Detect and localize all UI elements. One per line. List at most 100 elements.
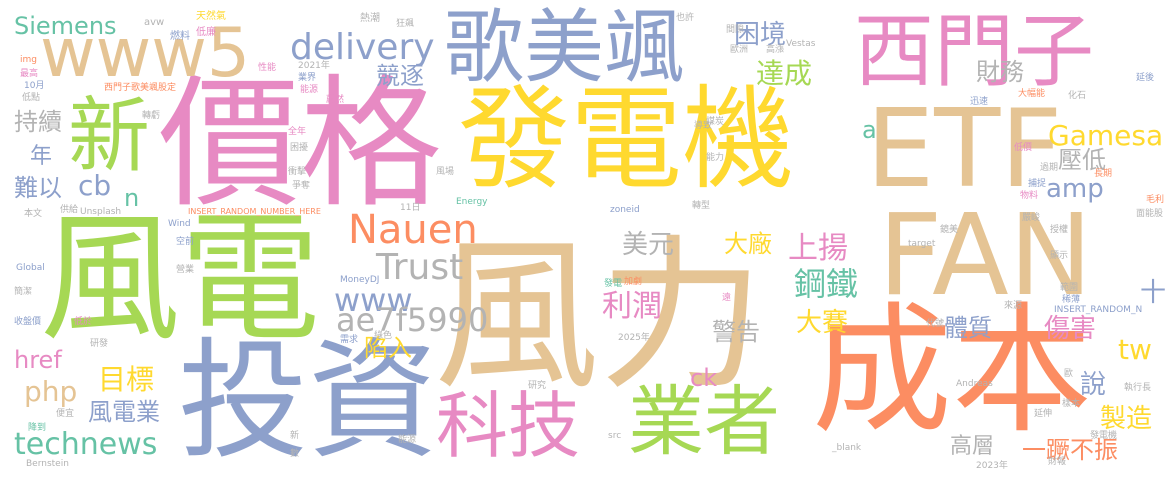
word-nian: 年 xyxy=(30,144,53,169)
word-small: 轉型 xyxy=(692,201,711,211)
word-small: INSERT_RANDOM_N xyxy=(1054,305,1143,315)
word-small: 顯示 xyxy=(1050,251,1069,261)
word-shanghai: 傷害 xyxy=(1044,314,1097,344)
word-small: 爭奪 xyxy=(292,181,311,191)
word-small: 長期 xyxy=(1094,169,1113,179)
word-small: 也許 xyxy=(676,13,695,23)
word-small: Bernstein xyxy=(26,459,69,469)
word-jiage: 價格 xyxy=(158,62,442,227)
word-technews: technews xyxy=(14,427,158,462)
word-dasai: 大賽 xyxy=(796,308,849,338)
word-small: 範圍 xyxy=(1060,283,1079,293)
word-zhizao: 製造 xyxy=(1100,404,1153,434)
word-meiyuan: 美元 xyxy=(622,230,675,260)
word-cb: cb xyxy=(78,169,112,202)
word-small: Vestas xyxy=(786,39,816,49)
word-ae7f5990: ae7f5990 xyxy=(336,301,489,339)
word-small: 間隙 xyxy=(726,25,745,35)
word-small: 能源 xyxy=(398,435,417,445)
word-small: 授權 xyxy=(1050,225,1069,235)
word-small: 便宜 xyxy=(56,409,75,419)
word-small: 導致 xyxy=(694,121,713,131)
word-php: php xyxy=(24,375,78,408)
word-fengli: 風力 xyxy=(434,220,764,412)
word-small: 新 xyxy=(290,431,300,441)
word-small: INSERT_RANDOM_NUMBER_HERE xyxy=(188,207,321,216)
word-small: 稀薄 xyxy=(1062,295,1081,305)
word-small: 歐 xyxy=(1064,369,1074,379)
word-small: 熱潮 xyxy=(360,13,380,24)
word-small: avw xyxy=(144,17,165,28)
word-small: 發電機 xyxy=(1090,431,1118,441)
word-small: 燃料 xyxy=(170,31,190,42)
word-dacheng: 達成 xyxy=(756,57,813,90)
word-chixu: 持續 xyxy=(14,108,62,136)
word-href: href xyxy=(14,346,62,374)
word-small: 樣本 xyxy=(1062,399,1081,409)
word-a: a xyxy=(862,116,877,144)
word-small: 發電 xyxy=(604,279,623,289)
word-small: 面能股 xyxy=(1136,209,1164,219)
word-small: 化石 xyxy=(1068,91,1087,101)
word-nauen: Nauen xyxy=(348,207,478,253)
word-small: 來源 xyxy=(1004,301,1023,311)
word-shangyang: 上揚 xyxy=(788,231,848,266)
word-gangtie: 鋼鐵 xyxy=(794,265,859,303)
word-siemens: Siemens xyxy=(14,12,117,40)
word-small: 最高 xyxy=(20,69,39,79)
word-lirun: 利潤 xyxy=(602,289,662,324)
word-www5: www5 xyxy=(40,14,251,93)
word-small: 能源 xyxy=(300,85,319,95)
word-small: _blank xyxy=(832,443,862,453)
word-small: 10月 xyxy=(24,81,45,91)
word-small: 狂飆 xyxy=(396,19,415,29)
word-gemeisa: 歌美颯 xyxy=(444,1,684,94)
word-small: 風場 xyxy=(436,167,455,177)
word-small: 需求 xyxy=(340,335,359,345)
word-small: Andreas xyxy=(956,379,993,389)
word-small: 毛利 xyxy=(1146,195,1165,205)
word-small: 鏡美 xyxy=(940,225,959,235)
word-small: 降到 xyxy=(28,423,47,433)
word-small: 遠 xyxy=(722,293,732,303)
word-small: 低點 xyxy=(22,93,41,103)
word-small: target xyxy=(908,239,936,249)
word-small: 西門子歌美颯股定 xyxy=(104,83,177,93)
word-small: 執行長 xyxy=(1124,383,1152,393)
word-small: 收盤價 xyxy=(14,317,42,327)
word-small: 捕捉 xyxy=(1028,179,1047,189)
word-yezhe: 業者 xyxy=(628,377,780,466)
word-small: Energy xyxy=(456,197,488,207)
word-yijuebuzhen: 一蹶不振 xyxy=(1022,436,1118,464)
word-nanyi: 難以 xyxy=(14,174,62,202)
word-etf: ETF xyxy=(866,87,1063,212)
word-small: 數 xyxy=(290,449,300,459)
word-small: 嚴峻 xyxy=(1022,213,1041,223)
word-small: 延伸 xyxy=(1034,409,1053,419)
word-small: 2021年 xyxy=(298,61,330,71)
word-small: 能力 xyxy=(706,153,725,163)
word-small: MoneyDJ xyxy=(340,275,380,285)
word-small: 綠色 xyxy=(374,331,393,341)
word-mubiao: 目標 xyxy=(98,363,155,396)
word-small: 煤炭 xyxy=(706,117,725,127)
word-small: 迅速 xyxy=(970,97,989,107)
word-small: 天然氣 xyxy=(196,11,226,22)
word-dachang: 大廠 xyxy=(724,230,772,258)
word-fengdianye: 風電業 xyxy=(88,398,160,426)
word-small: 空前 xyxy=(176,237,195,247)
word-shuo: 說 xyxy=(1080,370,1107,400)
word-kunjing: 困境 xyxy=(734,20,787,50)
word-small: 高漲 xyxy=(766,45,785,55)
word-chengben: 成本 xyxy=(812,290,1093,453)
word-caiwu: 財務 xyxy=(976,58,1024,86)
word-small: 2025年 xyxy=(618,333,650,343)
word-small: 11日 xyxy=(400,203,421,213)
word-small: 供給 xyxy=(60,205,79,215)
word-n: n xyxy=(124,184,140,212)
word-small: 業界 xyxy=(298,73,317,83)
word-touzi: 投資 xyxy=(178,325,439,477)
word-small: 加劇 xyxy=(624,277,643,287)
word-xin: 新 xyxy=(68,89,151,184)
word-www: www xyxy=(334,281,413,319)
